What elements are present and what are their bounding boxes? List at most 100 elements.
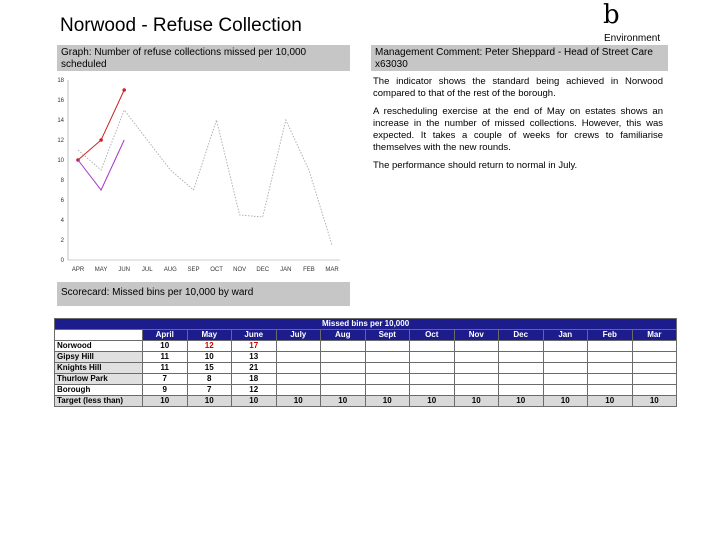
- month-header: Nov: [453, 329, 499, 341]
- table-cell: [275, 384, 321, 396]
- month-header: July: [275, 329, 321, 341]
- scorecard-caption: Scorecard: Missed bins per 10,000 by war…: [57, 282, 350, 306]
- ward-name: Norwood: [54, 340, 143, 352]
- series-line-2: [77, 139, 125, 191]
- table-cell: [320, 362, 366, 374]
- table-cell: [409, 351, 455, 363]
- y-tick-label: 16: [57, 98, 64, 104]
- month-header: April: [142, 329, 188, 341]
- table-cell: [498, 340, 544, 352]
- table-cell: 13: [231, 351, 277, 363]
- y-tick-label: 10: [57, 158, 64, 164]
- series-line-1: [77, 89, 125, 161]
- table-cell: 10: [542, 395, 588, 407]
- x-tick-label: OCT: [210, 267, 223, 273]
- month-header: Dec: [498, 329, 544, 341]
- series-line-3: [77, 109, 333, 246]
- table-cell: [409, 340, 455, 352]
- table-cell: 12: [231, 384, 277, 396]
- x-tick-label: DEC: [256, 267, 269, 273]
- data-point: [122, 88, 126, 92]
- table-cell: 10: [498, 395, 544, 407]
- table-cell: [364, 340, 410, 352]
- table-cell: [631, 362, 678, 374]
- table-cell: [498, 351, 544, 363]
- table-cell: 18: [231, 373, 277, 385]
- x-tick-label: NOV: [233, 267, 246, 273]
- table-row: Thurlow Park 7 8 18: [54, 373, 678, 385]
- table-cell: 15: [186, 362, 232, 374]
- table-cell: [587, 351, 633, 363]
- scorecard-table: Missed bins per 10,000 April May June July A…: [53, 318, 678, 407]
- month-header: June: [231, 329, 277, 341]
- table-cell: [320, 340, 366, 352]
- y-tick-label: 4: [61, 218, 65, 224]
- table-cell: [320, 351, 366, 363]
- table-cell: 12: [186, 340, 232, 352]
- table-cell: [587, 340, 633, 352]
- table-cell: [542, 340, 588, 352]
- y-tick-label: 0: [61, 258, 65, 264]
- table-cell: 10: [409, 395, 455, 407]
- x-tick-label: MAR: [325, 267, 339, 273]
- table-cell: 10: [320, 395, 366, 407]
- table-row: Gipsy Hill 11 10 13: [54, 351, 678, 363]
- table-cell: 10: [142, 395, 188, 407]
- table-cell: 17: [231, 340, 277, 352]
- table-row: Norwood 10 12 17: [54, 340, 678, 352]
- table-cell: [587, 373, 633, 385]
- table-cell: [275, 362, 321, 374]
- table-cell: [498, 362, 544, 374]
- ward-header-blank: [54, 329, 143, 341]
- table-cell: [498, 384, 544, 396]
- month-header: Aug: [320, 329, 366, 341]
- x-tick-label: JUL: [142, 267, 153, 273]
- table-cell: [409, 384, 455, 396]
- table-cell: [453, 384, 499, 396]
- graph-caption: Graph: Number of refuse collections miss…: [57, 45, 350, 71]
- table-cell: 10: [453, 395, 499, 407]
- table-cell: [542, 373, 588, 385]
- month-header-row: April May June July Aug Sept Oct Nov Dec Jan Feb Ma…: [54, 329, 678, 341]
- table-cell: 10: [364, 395, 410, 407]
- table-cell: 11: [142, 362, 188, 374]
- table-cell: [542, 351, 588, 363]
- table-cell: 10: [631, 395, 678, 407]
- department-label: Environment: [604, 33, 661, 44]
- month-header: Jan: [542, 329, 588, 341]
- x-tick-label: FEB: [303, 267, 315, 273]
- y-tick-label: 18: [57, 78, 64, 84]
- table-cell: 7: [186, 384, 232, 396]
- y-tick-label: 6: [61, 198, 65, 204]
- table-cell: [498, 373, 544, 385]
- x-tick-label: JAN: [280, 267, 291, 273]
- management-comment: The indicator shows the standard being a…: [373, 76, 663, 178]
- management-comment-caption: Management Comment: Peter Sheppard - Hea…: [371, 45, 668, 71]
- missed-collections-chart: 0 2 4 6 8 10 12 14 16 18 APR MAY JUN JUL AUG SEP OCT NOV…: [57, 78, 340, 273]
- table-cell: [364, 384, 410, 396]
- y-tick-label: 12: [57, 138, 64, 144]
- table-cell: 7: [142, 373, 188, 385]
- table-cell: [364, 351, 410, 363]
- table-cell: [409, 373, 455, 385]
- ward-name: Thurlow Park: [54, 373, 143, 385]
- comment-paragraph-1: The indicator shows the standard being a…: [373, 76, 663, 99]
- table-row: Target (less than) 10 10 10 10 10 10 10 10 10 10 10…: [54, 395, 678, 407]
- table-cell: [364, 373, 410, 385]
- table-cell: [409, 362, 455, 374]
- x-tick-label: SEP: [187, 267, 199, 273]
- month-header: Oct: [409, 329, 455, 341]
- y-tick-label: 2: [61, 238, 65, 244]
- y-tick-label: 14: [57, 118, 64, 124]
- lambeth-logo-icon: b: [603, 0, 620, 30]
- table-cell: [587, 362, 633, 374]
- table-cell: 10: [186, 351, 232, 363]
- ward-name: Target (less than): [54, 395, 143, 407]
- comment-paragraph-3: The performance should return to normal …: [373, 160, 578, 171]
- table-cell: [275, 373, 321, 385]
- scorecard-title: Missed bins per 10,000: [53, 318, 678, 330]
- table-cell: 11: [142, 351, 188, 363]
- table-cell: [320, 384, 366, 396]
- scorecard-table-wrapper: Missed bins per 10,000 April May June July A…: [53, 318, 678, 407]
- x-tick-label: MAY: [95, 267, 108, 273]
